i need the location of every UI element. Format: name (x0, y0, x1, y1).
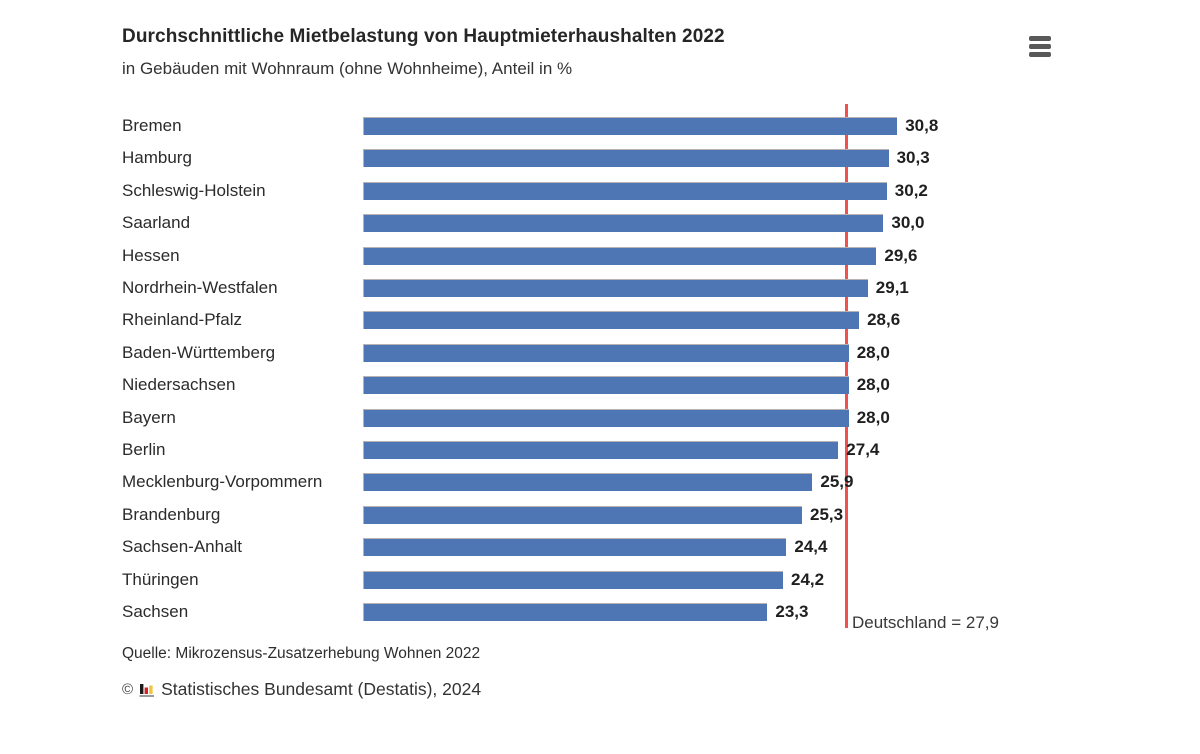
copyright-symbol: © (122, 681, 134, 698)
value-label: 24,4 (794, 537, 828, 556)
category-label: Hamburg (122, 148, 192, 167)
category-label: Niedersachsen (122, 375, 236, 394)
bar (363, 506, 802, 524)
category-label: Mecklenburg-Vorpommern (122, 472, 323, 491)
source-note: Quelle: Mikrozensus-Zusatzerhebung Wohne… (122, 645, 481, 662)
value-label: 25,9 (820, 472, 854, 491)
menu-bar (1029, 36, 1051, 41)
value-label: 23,3 (775, 602, 809, 621)
value-label: 30,2 (894, 181, 928, 200)
bar-chart: Bremen 30,8 Hamburg 30,3 Schleswig-Holstein 3… (122, 104, 1122, 647)
bar (363, 311, 860, 329)
bar (363, 182, 887, 200)
chart-title: Durchschnittliche Mietbelastung von Haup… (122, 26, 725, 47)
destatis-bar-chart-icon (139, 683, 155, 697)
bar (363, 538, 787, 556)
category-label: Baden-Württemberg (122, 343, 276, 362)
value-label: 27,4 (846, 440, 880, 459)
value-label: 28,0 (856, 408, 890, 427)
value-label: 30,0 (891, 213, 925, 232)
bar (363, 247, 877, 265)
category-label: Brandenburg (122, 505, 221, 524)
hamburger-menu-icon[interactable] (1029, 36, 1051, 57)
value-label: 29,6 (884, 246, 918, 265)
category-label: Sachsen (122, 602, 189, 621)
copyright-line: © Statistisches Bundesamt (Destatis), 20… (122, 679, 481, 700)
value-label: 29,1 (875, 278, 909, 297)
bar (363, 117, 898, 135)
category-label: Thüringen (122, 570, 199, 589)
menu-bar (1029, 44, 1051, 49)
bar (363, 149, 889, 167)
value-label: 24,2 (791, 570, 825, 589)
category-label: Bayern (122, 408, 176, 427)
category-label: Rheinland-Pfalz (122, 310, 243, 329)
chart-subtitle: in Gebäuden mit Wohnraum (ohne Wohnheime… (122, 59, 573, 78)
category-label: Sachsen-Anhalt (122, 537, 243, 556)
value-label: 28,6 (867, 310, 901, 329)
value-label: 28,0 (856, 375, 890, 394)
category-label: Nordrhein-Westfalen (122, 278, 278, 297)
reference-line-label: Deutschland = 27,9 (852, 613, 999, 632)
value-label: 25,3 (810, 505, 844, 524)
category-label: Berlin (122, 440, 166, 459)
bar (363, 603, 768, 621)
category-label: Hessen (122, 246, 180, 265)
reference-line (844, 104, 848, 628)
value-label: 30,3 (896, 148, 930, 167)
value-label: 28,0 (856, 343, 890, 362)
bar (363, 441, 839, 459)
bar (363, 279, 868, 297)
value-label: 30,8 (905, 116, 939, 135)
category-label: Schleswig-Holstein (122, 181, 266, 200)
menu-bar (1029, 52, 1051, 57)
bar (363, 571, 783, 589)
bar (363, 344, 849, 362)
bar (363, 376, 849, 394)
copyright-text: Statistisches Bundesamt (Destatis), 2024 (161, 679, 482, 699)
category-label: Saarland (122, 213, 191, 232)
bar (363, 473, 813, 491)
bar (363, 214, 884, 232)
category-label: Bremen (122, 116, 182, 135)
bar (363, 409, 849, 427)
